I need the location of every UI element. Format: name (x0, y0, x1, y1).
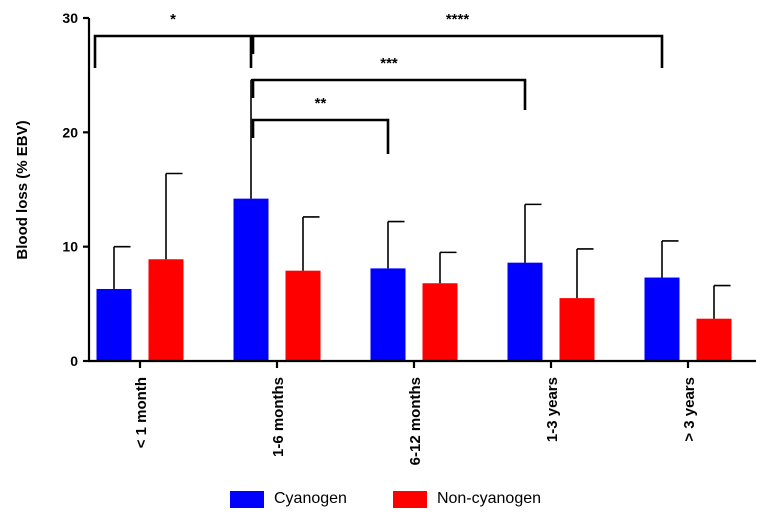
legend-item-cyanogen: Cyanogen (230, 490, 347, 508)
legend-item-non-cyanogen: Non-cyanogen (392, 490, 542, 508)
bar-non-cyanogen-1 (285, 270, 321, 361)
legend-swatch-non-cyanogen (392, 490, 427, 508)
x-tick-label: > 3 years (681, 377, 698, 442)
x-tick-label: 1-6 months (270, 377, 287, 457)
bar-non-cyanogen-4 (696, 318, 732, 361)
y-ticks: 0 10 20 30 (62, 10, 89, 369)
error-bars-layer (113, 78, 731, 319)
bar-cyanogen-4 (644, 277, 680, 361)
significance-bracket-2 (251, 78, 527, 110)
y-axis-label: Blood loss (% EBV) (14, 120, 31, 259)
bar-non-cyanogen-0 (148, 259, 184, 361)
significance-brackets: * ********* (93, 11, 664, 154)
bars-layer (96, 198, 732, 361)
y-tick-label: 30 (62, 10, 78, 26)
bar-non-cyanogen-2 (422, 283, 458, 361)
significance-bracket-0 (93, 34, 253, 68)
legend-swatch-cyanogen (230, 490, 264, 508)
x-tick-label: 1-3 years (544, 377, 561, 442)
bar-cyanogen-1 (233, 198, 269, 361)
y-tick-label: 10 (62, 239, 78, 255)
significance-label-1: **** (446, 11, 470, 28)
bar-non-cyanogen-3 (559, 298, 595, 361)
x-tick-label: 6-12 months (407, 377, 424, 465)
significance-label-0: * (170, 11, 176, 28)
axes (87, 18, 756, 363)
bar-cyanogen-2 (370, 268, 406, 361)
legend-label-cyanogen: Cyanogen (274, 490, 347, 507)
legend: Cyanogen Non-cyanogen (230, 490, 587, 508)
x-ticks: < 1 month 1-6 months 6-12 months 1-3 years >… (133, 361, 698, 465)
bar-cyanogen-0 (96, 288, 132, 361)
legend-label-non-cyanogen: Non-cyanogen (436, 490, 542, 507)
y-tick-label: 0 (70, 353, 78, 369)
y-tick-label: 20 (62, 124, 78, 140)
significance-bracket-3 (251, 118, 390, 154)
significance-bracket-1 (251, 34, 664, 68)
bar-cyanogen-3 (507, 262, 543, 361)
significance-label-3: ** (315, 95, 327, 112)
significance-label-2: *** (380, 55, 398, 72)
x-tick-label: < 1 month (133, 377, 150, 448)
